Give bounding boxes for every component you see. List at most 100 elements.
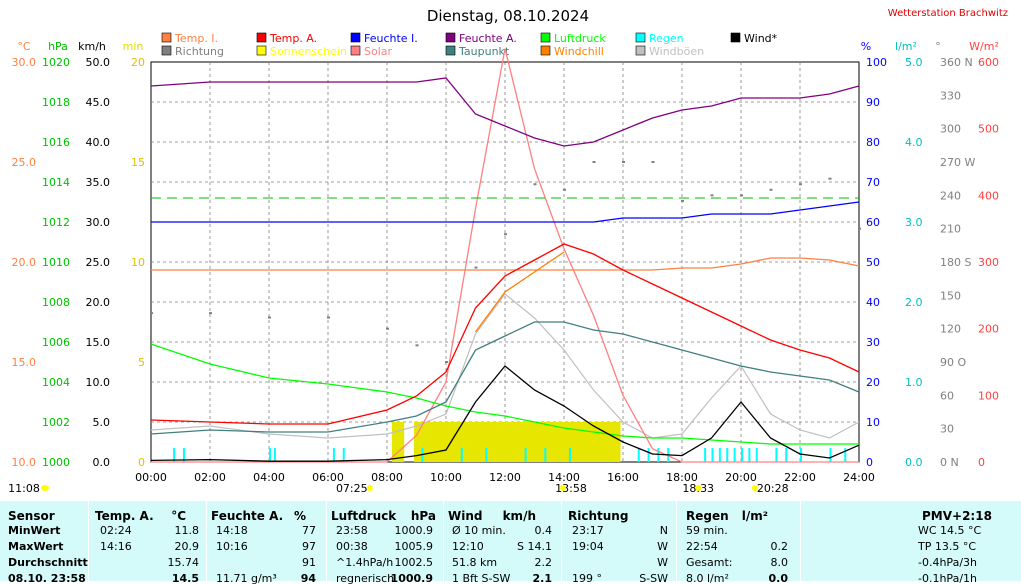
humidity-tick-label: 10 bbox=[866, 416, 880, 429]
rain-bar bbox=[524, 448, 527, 462]
direction-tick-label: 60 bbox=[940, 389, 954, 402]
event-noon: 13:58 bbox=[555, 482, 587, 495]
legend-label: Richtung bbox=[175, 45, 224, 58]
humidity-tick-label: 60 bbox=[866, 216, 880, 229]
table-cell: WC 14.5 °C bbox=[918, 524, 982, 537]
time-tick-label: 24:00 bbox=[843, 471, 875, 484]
rain-bar bbox=[775, 448, 778, 462]
pressure-tick-label: 1000 bbox=[42, 456, 70, 469]
humidity-tick-label: 80 bbox=[866, 136, 880, 149]
table-cell: 00:38 bbox=[336, 540, 368, 553]
humidity-tick-label: 0 bbox=[866, 456, 873, 469]
direction-tick-label: 270 W bbox=[940, 156, 975, 169]
table-cell: 23:58 bbox=[336, 524, 368, 537]
series-richtung-point bbox=[415, 344, 419, 347]
series-richtung-point bbox=[828, 177, 832, 180]
table-cell: 11.8 bbox=[174, 524, 200, 537]
humidity-tick-label: 40 bbox=[866, 296, 880, 309]
weather-chart: Dienstag, 08.10.2024 Wetterstation Brach… bbox=[8, 7, 1008, 495]
rain-bar bbox=[733, 448, 736, 462]
temp-tick-label: 20.0 bbox=[12, 256, 37, 269]
legend-swatch bbox=[350, 45, 361, 56]
event-sunrise: 07:25 bbox=[336, 482, 368, 495]
wind-tick-label: 0.0 bbox=[93, 456, 111, 469]
grid bbox=[151, 62, 859, 462]
series-luftdruck bbox=[150, 343, 859, 445]
stats-table bbox=[0, 501, 1021, 581]
legend-label: Sonnenschein bbox=[270, 45, 347, 58]
series-feuchte-i- bbox=[151, 201, 860, 223]
table-cell: 8.0 bbox=[770, 556, 789, 569]
legend-swatch bbox=[540, 32, 551, 43]
rain-bar bbox=[544, 448, 547, 462]
time-tick-label: 14:00 bbox=[548, 471, 580, 484]
direction-tick-label: 120 bbox=[940, 323, 961, 336]
table-cell: 14:16 bbox=[100, 540, 132, 553]
legend-label: Wind* bbox=[744, 32, 778, 45]
legend-label: Temp. I. bbox=[174, 32, 218, 45]
direction-tick-label: 30 bbox=[940, 423, 954, 436]
time-tick-label: 16:00 bbox=[607, 471, 639, 484]
rain-bar bbox=[332, 448, 335, 462]
solar-tick-label: 300 bbox=[978, 256, 999, 269]
rain-axis-unit: l/m² bbox=[895, 40, 917, 53]
table-cell: regnerisch bbox=[336, 572, 395, 585]
table-cell: 77 bbox=[302, 524, 316, 537]
event-noon-marker bbox=[560, 485, 567, 491]
legend-label: Windchill bbox=[554, 45, 604, 58]
rain-bar bbox=[800, 448, 802, 462]
table-header: Feuchte A. bbox=[211, 509, 284, 523]
table-cell: 1000.9 bbox=[394, 524, 434, 537]
direction-tick-label: 330 bbox=[940, 89, 961, 102]
series-feuchte-a- bbox=[150, 77, 860, 147]
table-cell: 14.5 bbox=[171, 572, 199, 585]
table-cell: 11.71 g/m³ bbox=[216, 572, 277, 585]
rain-tick-label: 5.0 bbox=[905, 56, 923, 69]
rain-bar bbox=[755, 448, 758, 462]
table-cell: S-SW bbox=[639, 572, 668, 585]
direction-axis-unit: ° bbox=[935, 40, 941, 53]
series-richtung-point bbox=[651, 161, 655, 163]
series-richtung-point bbox=[209, 312, 212, 315]
humidity-tick-label: 90 bbox=[866, 96, 880, 109]
time-tick-label: 22:00 bbox=[784, 471, 816, 484]
table-cell: 15.74 bbox=[167, 556, 200, 569]
legend-swatch bbox=[635, 45, 646, 56]
rain-bar bbox=[748, 448, 751, 462]
pressure-tick-label: 1018 bbox=[42, 96, 70, 109]
table-cell: S 14.1 bbox=[517, 540, 552, 553]
legend-label: Solar bbox=[364, 45, 393, 58]
rain-tick-label: 3.0 bbox=[905, 216, 923, 229]
direction-tick-label: 150 bbox=[940, 289, 961, 302]
rain-tick-label: 2.0 bbox=[905, 296, 923, 309]
rain-bar bbox=[637, 448, 640, 462]
series-richtung-point bbox=[740, 194, 743, 197]
sunshine-bar bbox=[414, 422, 621, 462]
rain-bar bbox=[844, 448, 847, 462]
rain-bar bbox=[568, 448, 571, 462]
series-temp-a- bbox=[150, 243, 860, 425]
pressure-tick-label: 1004 bbox=[42, 376, 70, 389]
wind-tick-label: 10.0 bbox=[86, 376, 111, 389]
rain-bar bbox=[711, 448, 714, 462]
table-cell: 91 bbox=[302, 556, 316, 569]
series-richtung-point bbox=[769, 188, 773, 191]
temp-tick-label: 15.0 bbox=[12, 356, 37, 369]
rain-bar bbox=[269, 448, 271, 462]
rain-bar bbox=[485, 448, 488, 462]
time-tick-label: 20:00 bbox=[725, 471, 757, 484]
direction-tick-label: 240 bbox=[940, 189, 961, 202]
rain-bar bbox=[182, 448, 185, 462]
solar-tick-label: 200 bbox=[978, 323, 999, 336]
rain-bar bbox=[173, 448, 176, 462]
series-richtung-point bbox=[386, 327, 389, 330]
table-header: km/h bbox=[502, 509, 536, 523]
table-cell: 22:54 bbox=[686, 540, 718, 553]
rain-tick-label: 4.0 bbox=[905, 136, 923, 149]
series-richtung-point bbox=[592, 161, 596, 163]
table-cell: 12:10 bbox=[452, 540, 484, 553]
direction-tick-label: 180 S bbox=[940, 256, 971, 269]
wind-tick-label: 20.0 bbox=[86, 296, 111, 309]
legend-label: Taupunkt bbox=[458, 45, 510, 58]
sun-tick-label: 0 bbox=[138, 456, 145, 469]
